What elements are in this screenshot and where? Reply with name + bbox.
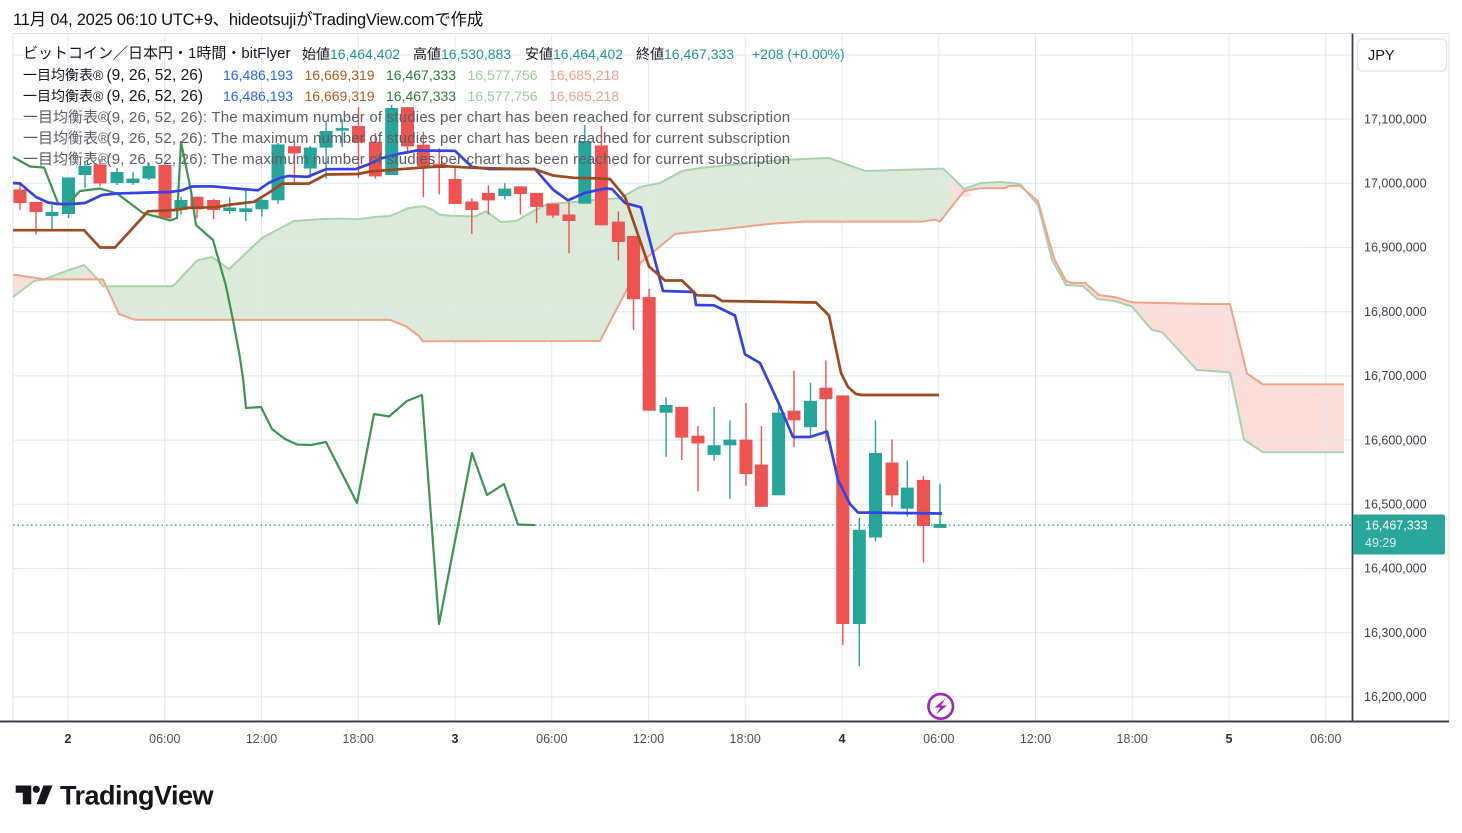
svg-text:12:00: 12:00	[246, 732, 277, 746]
svg-text:12:00: 12:00	[633, 732, 664, 746]
svg-text:06:00: 06:00	[923, 732, 954, 746]
svg-text:17,000,000: 17,000,000	[1364, 177, 1427, 191]
svg-text:06:00: 06:00	[536, 732, 567, 746]
svg-text:16,900,000: 16,900,000	[1364, 241, 1427, 255]
svg-text:17,100,000: 17,100,000	[1364, 112, 1427, 126]
svg-text:16,400,000: 16,400,000	[1364, 562, 1427, 576]
svg-text:16,600,000: 16,600,000	[1364, 433, 1427, 447]
svg-text:2: 2	[65, 732, 72, 746]
svg-text:49:29: 49:29	[1365, 536, 1396, 550]
svg-text:16,200,000: 16,200,000	[1364, 690, 1427, 704]
svg-text:18:00: 18:00	[343, 732, 374, 746]
svg-text:18:00: 18:00	[1117, 732, 1148, 746]
svg-text:16,467,333: 16,467,333	[1365, 518, 1428, 532]
svg-text:JPY: JPY	[1368, 48, 1395, 64]
svg-text:06:00: 06:00	[1310, 732, 1341, 746]
svg-text:16,700,000: 16,700,000	[1364, 369, 1427, 383]
svg-text:16,800,000: 16,800,000	[1364, 305, 1427, 319]
svg-text:4: 4	[839, 732, 846, 746]
svg-text:06:00: 06:00	[149, 732, 180, 746]
svg-text:12:00: 12:00	[1020, 732, 1051, 746]
svg-text:16,500,000: 16,500,000	[1364, 498, 1427, 512]
svg-text:16,300,000: 16,300,000	[1364, 626, 1427, 640]
svg-text:3: 3	[452, 732, 459, 746]
svg-text:TradingView: TradingView	[60, 781, 215, 811]
svg-text:5: 5	[1226, 732, 1233, 746]
svg-text:18:00: 18:00	[730, 732, 761, 746]
